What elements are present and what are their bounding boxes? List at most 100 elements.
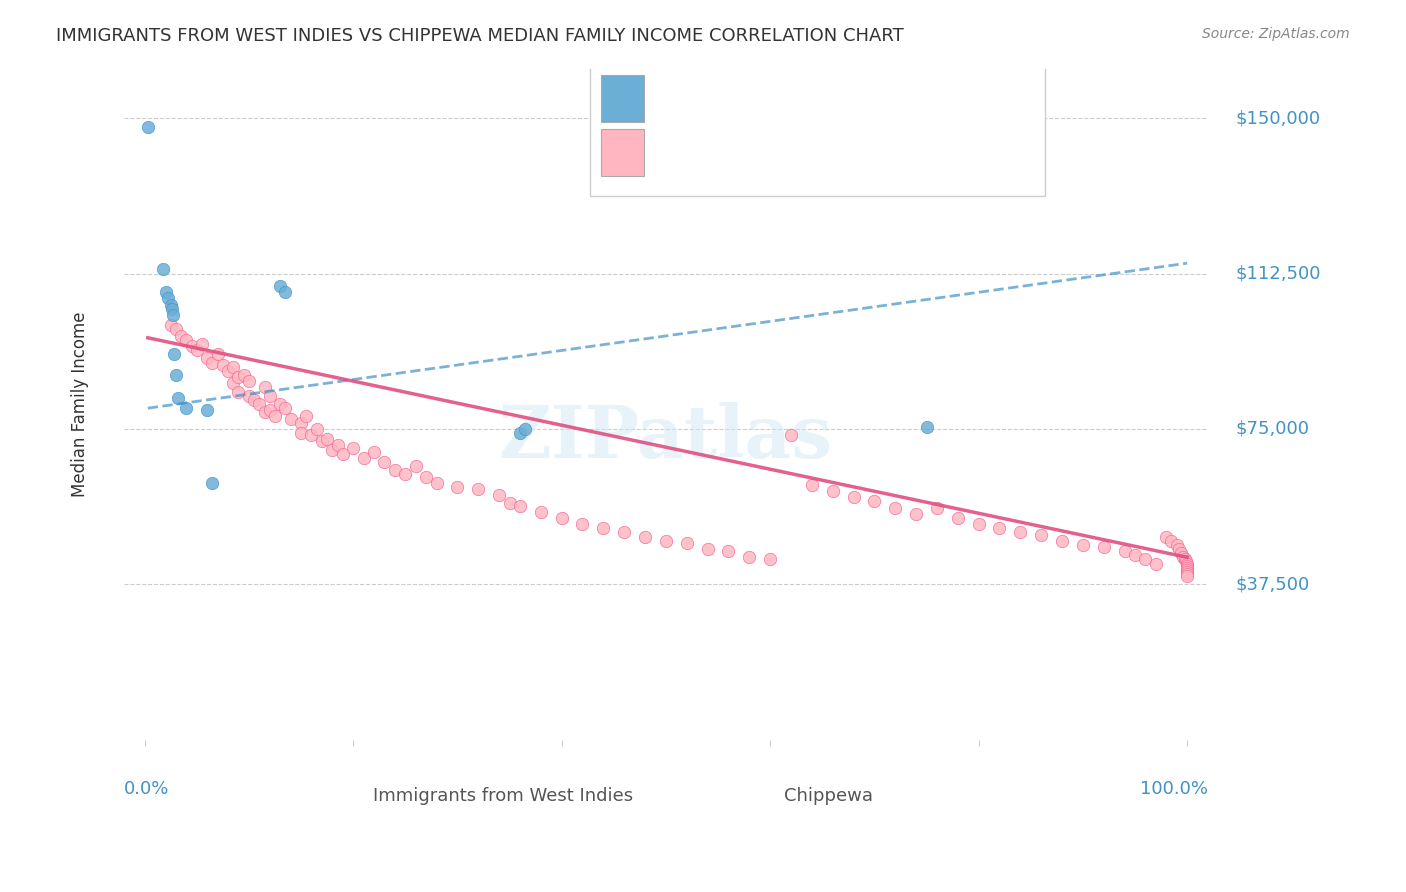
Point [967, 517, 990, 532]
Point [467, 482, 489, 496]
Point [238, 374, 260, 388]
Point [1010, 525, 1032, 540]
Point [259, 403, 281, 417]
Point [253, 380, 276, 394]
Point [1123, 548, 1146, 562]
Point [498, 496, 520, 510]
Point [264, 409, 287, 424]
Point [222, 359, 245, 374]
Point [295, 409, 318, 424]
Point [384, 463, 406, 477]
Point [160, 301, 183, 316]
Point [1166, 538, 1188, 552]
Point [655, 533, 678, 548]
Point [186, 343, 208, 358]
Point [1135, 552, 1157, 566]
Point [988, 521, 1011, 535]
Point [136, 120, 159, 134]
Point [415, 469, 437, 483]
Point [290, 416, 312, 430]
Point [222, 376, 245, 391]
Point [201, 356, 224, 370]
Point [321, 442, 343, 457]
Point [228, 370, 250, 384]
Point [509, 425, 531, 440]
Point [696, 541, 718, 556]
Point [170, 328, 193, 343]
FancyBboxPatch shape [373, 780, 401, 797]
Point [1175, 566, 1198, 581]
FancyBboxPatch shape [600, 75, 644, 122]
Point [159, 318, 181, 333]
Text: $112,500: $112,500 [1234, 265, 1320, 283]
Point [311, 434, 333, 449]
Point [316, 432, 339, 446]
Text: $75,000: $75,000 [1234, 420, 1309, 438]
Point [159, 298, 181, 312]
Point [675, 536, 697, 550]
Point [905, 507, 928, 521]
Point [165, 368, 187, 382]
Point [176, 401, 198, 416]
FancyBboxPatch shape [591, 48, 1045, 196]
Point [207, 347, 229, 361]
Text: Immigrants from West Indies: Immigrants from West Indies [373, 787, 633, 805]
Point [800, 478, 823, 492]
Point [243, 392, 266, 407]
Point [1171, 550, 1194, 565]
Point [1160, 533, 1182, 548]
Text: $150,000: $150,000 [1234, 109, 1320, 128]
Point [1170, 546, 1192, 560]
Text: Source: ZipAtlas.com: Source: ZipAtlas.com [1202, 27, 1350, 41]
Point [217, 364, 239, 378]
Point [946, 511, 969, 525]
Point [326, 438, 349, 452]
Point [759, 552, 782, 566]
Point [163, 347, 186, 361]
Point [1092, 540, 1115, 554]
Point [332, 447, 354, 461]
Point [167, 391, 190, 405]
Point [515, 422, 537, 436]
Text: ZIPatlas: ZIPatlas [499, 402, 832, 473]
Point [259, 389, 281, 403]
Point [162, 308, 184, 322]
Point [176, 333, 198, 347]
Point [1175, 565, 1198, 579]
Point [155, 285, 177, 300]
Point [305, 422, 328, 436]
Text: 0.0%: 0.0% [124, 780, 169, 797]
Point [1175, 569, 1198, 583]
Point [195, 403, 218, 417]
Point [863, 494, 886, 508]
Point [156, 292, 179, 306]
FancyBboxPatch shape [699, 780, 725, 797]
Point [530, 505, 553, 519]
Point [446, 480, 468, 494]
Point [269, 397, 291, 411]
Point [1167, 541, 1189, 556]
Point [201, 475, 224, 490]
Point [780, 428, 803, 442]
Point [373, 455, 395, 469]
Text: IMMIGRANTS FROM WEST INDIES VS CHIPPEWA MEDIAN FAMILY INCOME CORRELATION CHART: IMMIGRANTS FROM WEST INDIES VS CHIPPEWA … [56, 27, 904, 45]
Point [1144, 557, 1167, 571]
Point [425, 475, 447, 490]
Point [1175, 563, 1198, 577]
Point [550, 511, 572, 525]
Point [274, 401, 297, 416]
Point [212, 358, 235, 372]
Point [232, 368, 254, 382]
Text: N = 100: N = 100 [839, 140, 920, 158]
Point [925, 500, 948, 515]
Text: R =  0.128: R = 0.128 [655, 87, 751, 104]
Point [290, 425, 312, 440]
Point [1071, 538, 1094, 552]
Point [342, 441, 364, 455]
Point [613, 525, 636, 540]
Point [165, 322, 187, 336]
Text: Chippewa: Chippewa [785, 787, 873, 805]
Point [571, 517, 593, 532]
Point [634, 530, 657, 544]
Point [1174, 552, 1197, 566]
